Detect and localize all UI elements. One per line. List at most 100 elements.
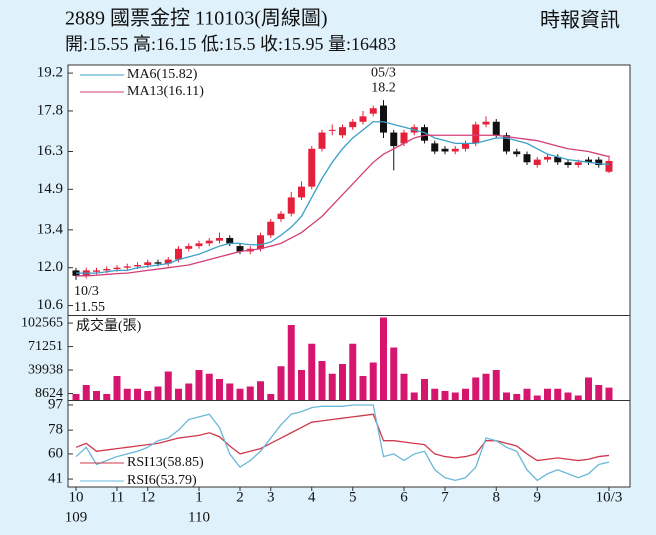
candle-body	[339, 127, 346, 136]
quote-info: 開:15.55 高:16.15 低:15.5 收:15.95 量:16483	[65, 34, 396, 54]
volume-bar	[421, 379, 428, 400]
candle-body	[421, 127, 428, 141]
panel-title: 成交量(張)	[76, 317, 142, 334]
volume-bar	[246, 386, 254, 400]
y-tick-label: 41	[48, 470, 63, 486]
candle-body	[492, 121, 500, 136]
volume-bar	[441, 391, 449, 400]
candle-body	[523, 154, 531, 163]
volume-bar	[298, 370, 305, 400]
y-tick-label: 102565	[21, 315, 63, 330]
volume-bar	[164, 371, 172, 400]
volume-bar	[277, 366, 285, 400]
candle-body	[451, 148, 459, 152]
volume-bar	[226, 383, 234, 400]
volume-bar	[236, 388, 244, 400]
chart-title: 2889 國票金控 110103(周線圖)	[65, 7, 328, 30]
candle-body	[154, 262, 162, 264]
volume-bar	[462, 388, 469, 400]
volume-bar	[472, 377, 480, 400]
y-tick-label: 13.4	[37, 221, 64, 237]
candle-body	[328, 129, 336, 131]
volume-bar	[123, 388, 131, 400]
volume-bar	[318, 361, 326, 400]
legend-label: MA13(16.11)	[127, 84, 204, 99]
volume-bar	[595, 385, 603, 400]
candle-body	[185, 246, 193, 249]
volume-bar	[503, 392, 510, 400]
candle-body	[123, 266, 131, 268]
x-tick-label: 8	[493, 489, 501, 505]
candle-body	[585, 159, 592, 163]
plot-frame	[67, 64, 631, 488]
candle-body	[605, 160, 613, 172]
volume-bar	[492, 370, 500, 400]
candle-body	[287, 197, 295, 214]
candle-body	[277, 213, 285, 220]
x-tick-label: 10	[69, 489, 84, 505]
volume-bar	[349, 343, 357, 400]
volume-bar	[175, 388, 182, 400]
legend-label: MA6(15.82)	[127, 67, 198, 82]
volume-bar	[72, 394, 80, 400]
candle-body	[175, 248, 182, 260]
x-tick-label: 3	[267, 489, 275, 505]
volume-bar	[400, 373, 408, 400]
candle-body	[390, 132, 398, 147]
candle-body	[431, 143, 439, 152]
candle-body	[595, 159, 603, 165]
volume-bar	[451, 392, 459, 400]
annotation-value: 11.55	[74, 300, 105, 315]
line	[75, 404, 610, 482]
y-tick-label: 17.8	[37, 102, 63, 118]
source: 時報資訊	[540, 9, 620, 32]
volume-bar	[267, 394, 275, 400]
volume-bar	[185, 383, 193, 400]
candle-body	[318, 132, 326, 149]
volume-bar	[359, 376, 367, 400]
candle-body	[349, 121, 357, 128]
candle-body	[564, 162, 572, 165]
line	[76, 134, 610, 277]
legend-label: RSI13(58.85)	[127, 455, 204, 470]
volume-bar	[103, 394, 111, 400]
candle-body	[513, 151, 521, 155]
x-tick-label: 9	[534, 489, 542, 505]
volume-bar	[390, 347, 398, 400]
candle-body	[205, 240, 213, 244]
x-tick-label: 5	[349, 489, 357, 505]
y-tick-label: 39938	[28, 362, 63, 377]
volume-bar	[308, 343, 316, 400]
candle-body	[574, 162, 582, 165]
volume-bar	[154, 386, 162, 400]
y-tick-label: 10.6	[37, 297, 64, 313]
candle-body	[482, 121, 490, 125]
candle-body	[380, 105, 387, 133]
x-tick-label: 7	[441, 489, 449, 505]
line	[75, 413, 610, 462]
volume-bar	[328, 373, 336, 400]
candle-body	[554, 156, 562, 163]
volume-bar	[605, 387, 613, 400]
candle-body	[257, 235, 264, 249]
candle-body	[164, 259, 172, 264]
volume-bar	[410, 392, 418, 400]
volume-bar	[82, 385, 90, 400]
candle-body	[216, 237, 223, 241]
volume-bar	[369, 362, 377, 400]
volume-bar	[554, 388, 562, 400]
x-year-label: 110	[188, 509, 210, 525]
candle-body	[93, 270, 100, 272]
x-tick-label: 6	[400, 489, 408, 505]
candle-body	[533, 159, 541, 165]
y-tick-label: 19.2	[37, 65, 63, 81]
volume-bar	[195, 370, 203, 400]
y-tick-label: 71251	[28, 339, 63, 354]
candle-body	[103, 269, 111, 271]
y-tick-label: 78	[48, 422, 63, 438]
candle-body	[462, 143, 469, 149]
volume-bar	[380, 317, 387, 400]
volume-bar	[431, 388, 439, 400]
volume-bar	[113, 376, 121, 400]
